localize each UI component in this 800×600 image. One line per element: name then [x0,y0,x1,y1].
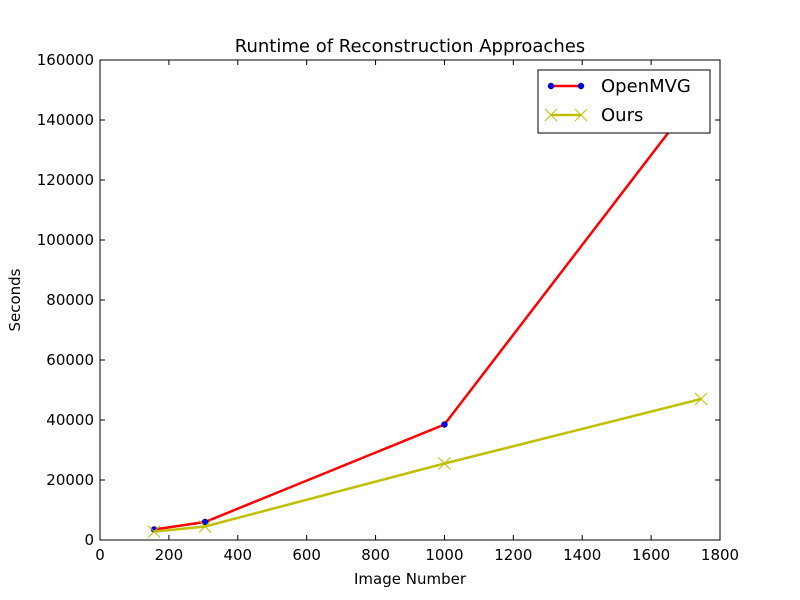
series-line-ours [153,397,702,533]
series-point-ours [694,392,708,406]
y-tick-label: 140000 [37,111,94,129]
y-tick-label: 160000 [37,51,94,69]
y-tick-label: 80000 [46,291,94,309]
y-tick-label: 40000 [46,411,94,429]
y-tick-label: 20000 [46,471,94,489]
legend-marker-ours-stroke-b [574,108,588,122]
legend-marker-ours [574,108,588,122]
series-point-ours [438,457,451,470]
legend-marker-openmvg [547,82,555,90]
legend-marker-ours [544,108,558,122]
x-tick-label: 1000 [425,546,463,564]
series-layer [147,86,708,538]
y-axis-label: Seconds [6,268,24,331]
legend-label-openmvg: OpenMVG [601,76,691,97]
legend-marker-ours-stroke-b [544,108,558,122]
series-point-openmvg [441,421,448,428]
legend-label-ours: Ours [601,105,643,126]
series-point-openmvg [201,518,209,526]
legend-marker-openmvg [577,82,585,90]
x-tick-label: 1600 [632,546,670,564]
plot-clip-group [147,86,708,538]
axis-ticks: 0 200 400 600 800 1000 1200 1400 1600 1800 0 20000 4… [37,51,739,564]
series-point-ours-stroke-b [198,520,212,533]
y-tick-label: 0 [84,531,94,549]
legend: OpenMVG Ours [537,69,711,134]
x-tick-label: 400 [223,546,252,564]
x-tick-label: 0 [95,546,105,564]
y-tick-label: 120000 [37,171,94,189]
x-axis-label: Image Number [354,570,467,588]
x-tick-label: 600 [292,546,321,564]
x-tick-label: 200 [155,546,184,564]
chart-title: Runtime of Reconstruction Approaches [235,36,585,57]
plot-area-frame [99,59,721,541]
x-tick-label: 1400 [563,546,601,564]
y-tick-label: 60000 [46,351,94,369]
series-point-ours-stroke-b [147,525,161,538]
legend-box [537,69,711,134]
series-point-ours-stroke-b [694,392,708,406]
series-line-openmvg [153,89,703,531]
x-tick-label: 1200 [494,546,532,564]
series-point-ours [198,520,212,533]
x-tick-label: 800 [361,546,390,564]
series-point-ours [147,525,161,538]
x-tick-label: 1800 [701,546,739,564]
y-tick-label: 100000 [37,231,94,249]
series-point-ours-stroke-b [438,457,451,470]
